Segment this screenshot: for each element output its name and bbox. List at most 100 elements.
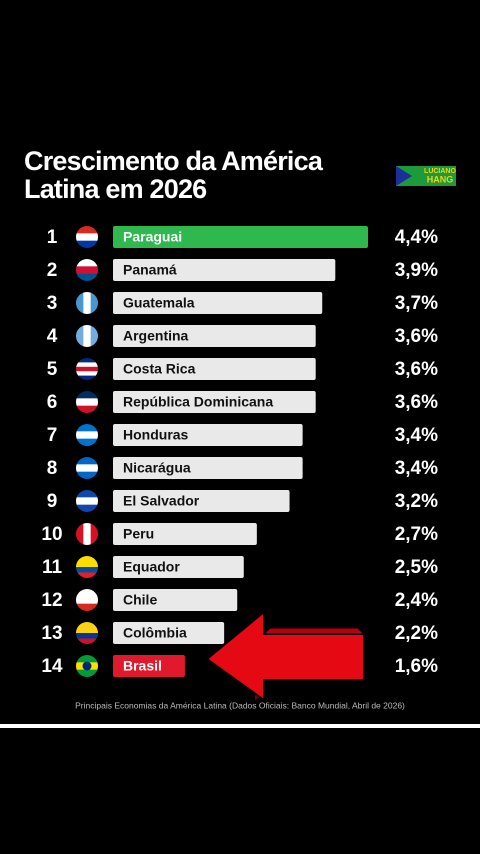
rank: 1 xyxy=(47,227,58,248)
bar xyxy=(113,391,316,413)
flag-stripe xyxy=(76,523,84,545)
chart-title: Crescimento da América xyxy=(24,146,324,176)
flag-stripe xyxy=(76,398,98,407)
flag-stripe xyxy=(76,603,98,611)
flag xyxy=(76,226,98,248)
value-label: 3,6% xyxy=(395,359,438,380)
logo-bg xyxy=(396,166,456,186)
flag-stripe xyxy=(76,655,98,663)
flag xyxy=(76,259,98,281)
flag xyxy=(76,424,98,446)
rank: 2 xyxy=(47,260,58,281)
flag-stripe xyxy=(76,366,98,372)
rank: 9 xyxy=(47,491,58,512)
flag-stripe xyxy=(76,240,98,248)
bar xyxy=(113,556,244,578)
flag-stripe xyxy=(76,464,98,473)
value-label: 3,4% xyxy=(395,458,438,479)
flag-stripe xyxy=(76,669,98,677)
rank: 5 xyxy=(47,359,58,380)
flag-stripe xyxy=(76,627,98,634)
rank: 14 xyxy=(41,656,63,677)
bar xyxy=(113,457,303,479)
flag-stripe xyxy=(76,596,98,605)
category-label: Guatemala xyxy=(123,295,195,311)
category-label: Chile xyxy=(123,592,157,608)
flag-stripe xyxy=(90,523,98,545)
flag-stripe xyxy=(76,226,98,234)
flag xyxy=(76,556,98,578)
bar xyxy=(113,523,257,545)
value-label: 3,9% xyxy=(395,260,438,281)
rank: 13 xyxy=(41,623,62,644)
flag-stripe xyxy=(76,572,98,578)
flag-stripe xyxy=(76,589,98,597)
bar xyxy=(113,655,185,677)
category-label: Honduras xyxy=(123,427,189,443)
flag-stripe xyxy=(76,633,98,639)
flag-stripe xyxy=(76,325,84,347)
flag-stripe xyxy=(76,471,98,479)
category-label: Panamá xyxy=(123,262,177,278)
logo-text: LUCIANO xyxy=(424,168,456,175)
flag xyxy=(76,622,98,644)
value-label: 4,4% xyxy=(395,227,438,248)
rank: 10 xyxy=(41,524,62,545)
flag xyxy=(76,457,98,479)
flag-stripe xyxy=(83,292,92,314)
value-label: 3,6% xyxy=(395,326,438,347)
bar xyxy=(113,622,225,644)
flag-stripe xyxy=(76,233,98,242)
bar xyxy=(113,490,290,512)
bar xyxy=(113,226,368,248)
arrow-edge xyxy=(262,627,366,635)
flag-stripe xyxy=(76,504,98,512)
flag-stripe xyxy=(83,523,92,545)
flag-stripe xyxy=(76,371,98,377)
category-label: El Salvador xyxy=(123,493,200,509)
value-label: 3,2% xyxy=(395,491,438,512)
logo: LUCIANO HANG xyxy=(396,166,456,186)
footnote: Principais Economias da América Latina (… xyxy=(75,700,405,710)
flag xyxy=(76,655,98,677)
flag xyxy=(76,292,98,314)
rank: 11 xyxy=(42,557,63,578)
flag xyxy=(76,490,98,512)
flag xyxy=(76,589,98,611)
flag-stripe xyxy=(76,292,84,314)
category-label: Colômbia xyxy=(123,625,187,641)
value-label: 3,6% xyxy=(395,392,438,413)
rank: 4 xyxy=(47,326,58,347)
value-label: 2,4% xyxy=(395,590,438,611)
bar xyxy=(113,292,323,314)
flag-stripe xyxy=(76,497,98,506)
rank: 3 xyxy=(47,293,58,314)
chart-title: Latina em 2026 xyxy=(24,174,207,204)
flag-stripe xyxy=(76,438,98,446)
flag-stripe xyxy=(76,490,98,498)
category-label: República Dominicana xyxy=(123,394,273,410)
rank: 12 xyxy=(41,590,62,611)
flag-stripe xyxy=(76,259,98,267)
value-label: 3,7% xyxy=(395,293,438,314)
flag xyxy=(76,523,98,545)
flag-stripe xyxy=(90,325,98,347)
bar xyxy=(113,424,303,446)
flag-stripe xyxy=(76,391,98,399)
rank: 6 xyxy=(47,392,58,413)
flag-stripe xyxy=(83,325,92,347)
flag-stripe xyxy=(76,567,98,573)
flag-stripe xyxy=(76,622,98,628)
flag-stripe xyxy=(76,273,98,281)
flag-stripe xyxy=(76,457,98,465)
flag-stripe xyxy=(76,375,98,380)
rank: 8 xyxy=(47,458,58,479)
logo-shape xyxy=(396,166,412,186)
category-label: Nicarágua xyxy=(123,460,191,476)
category-label: Costa Rica xyxy=(123,361,196,377)
flag-stripe xyxy=(76,431,98,440)
category-label: Equador xyxy=(123,559,180,575)
flag-stripe xyxy=(76,638,98,644)
